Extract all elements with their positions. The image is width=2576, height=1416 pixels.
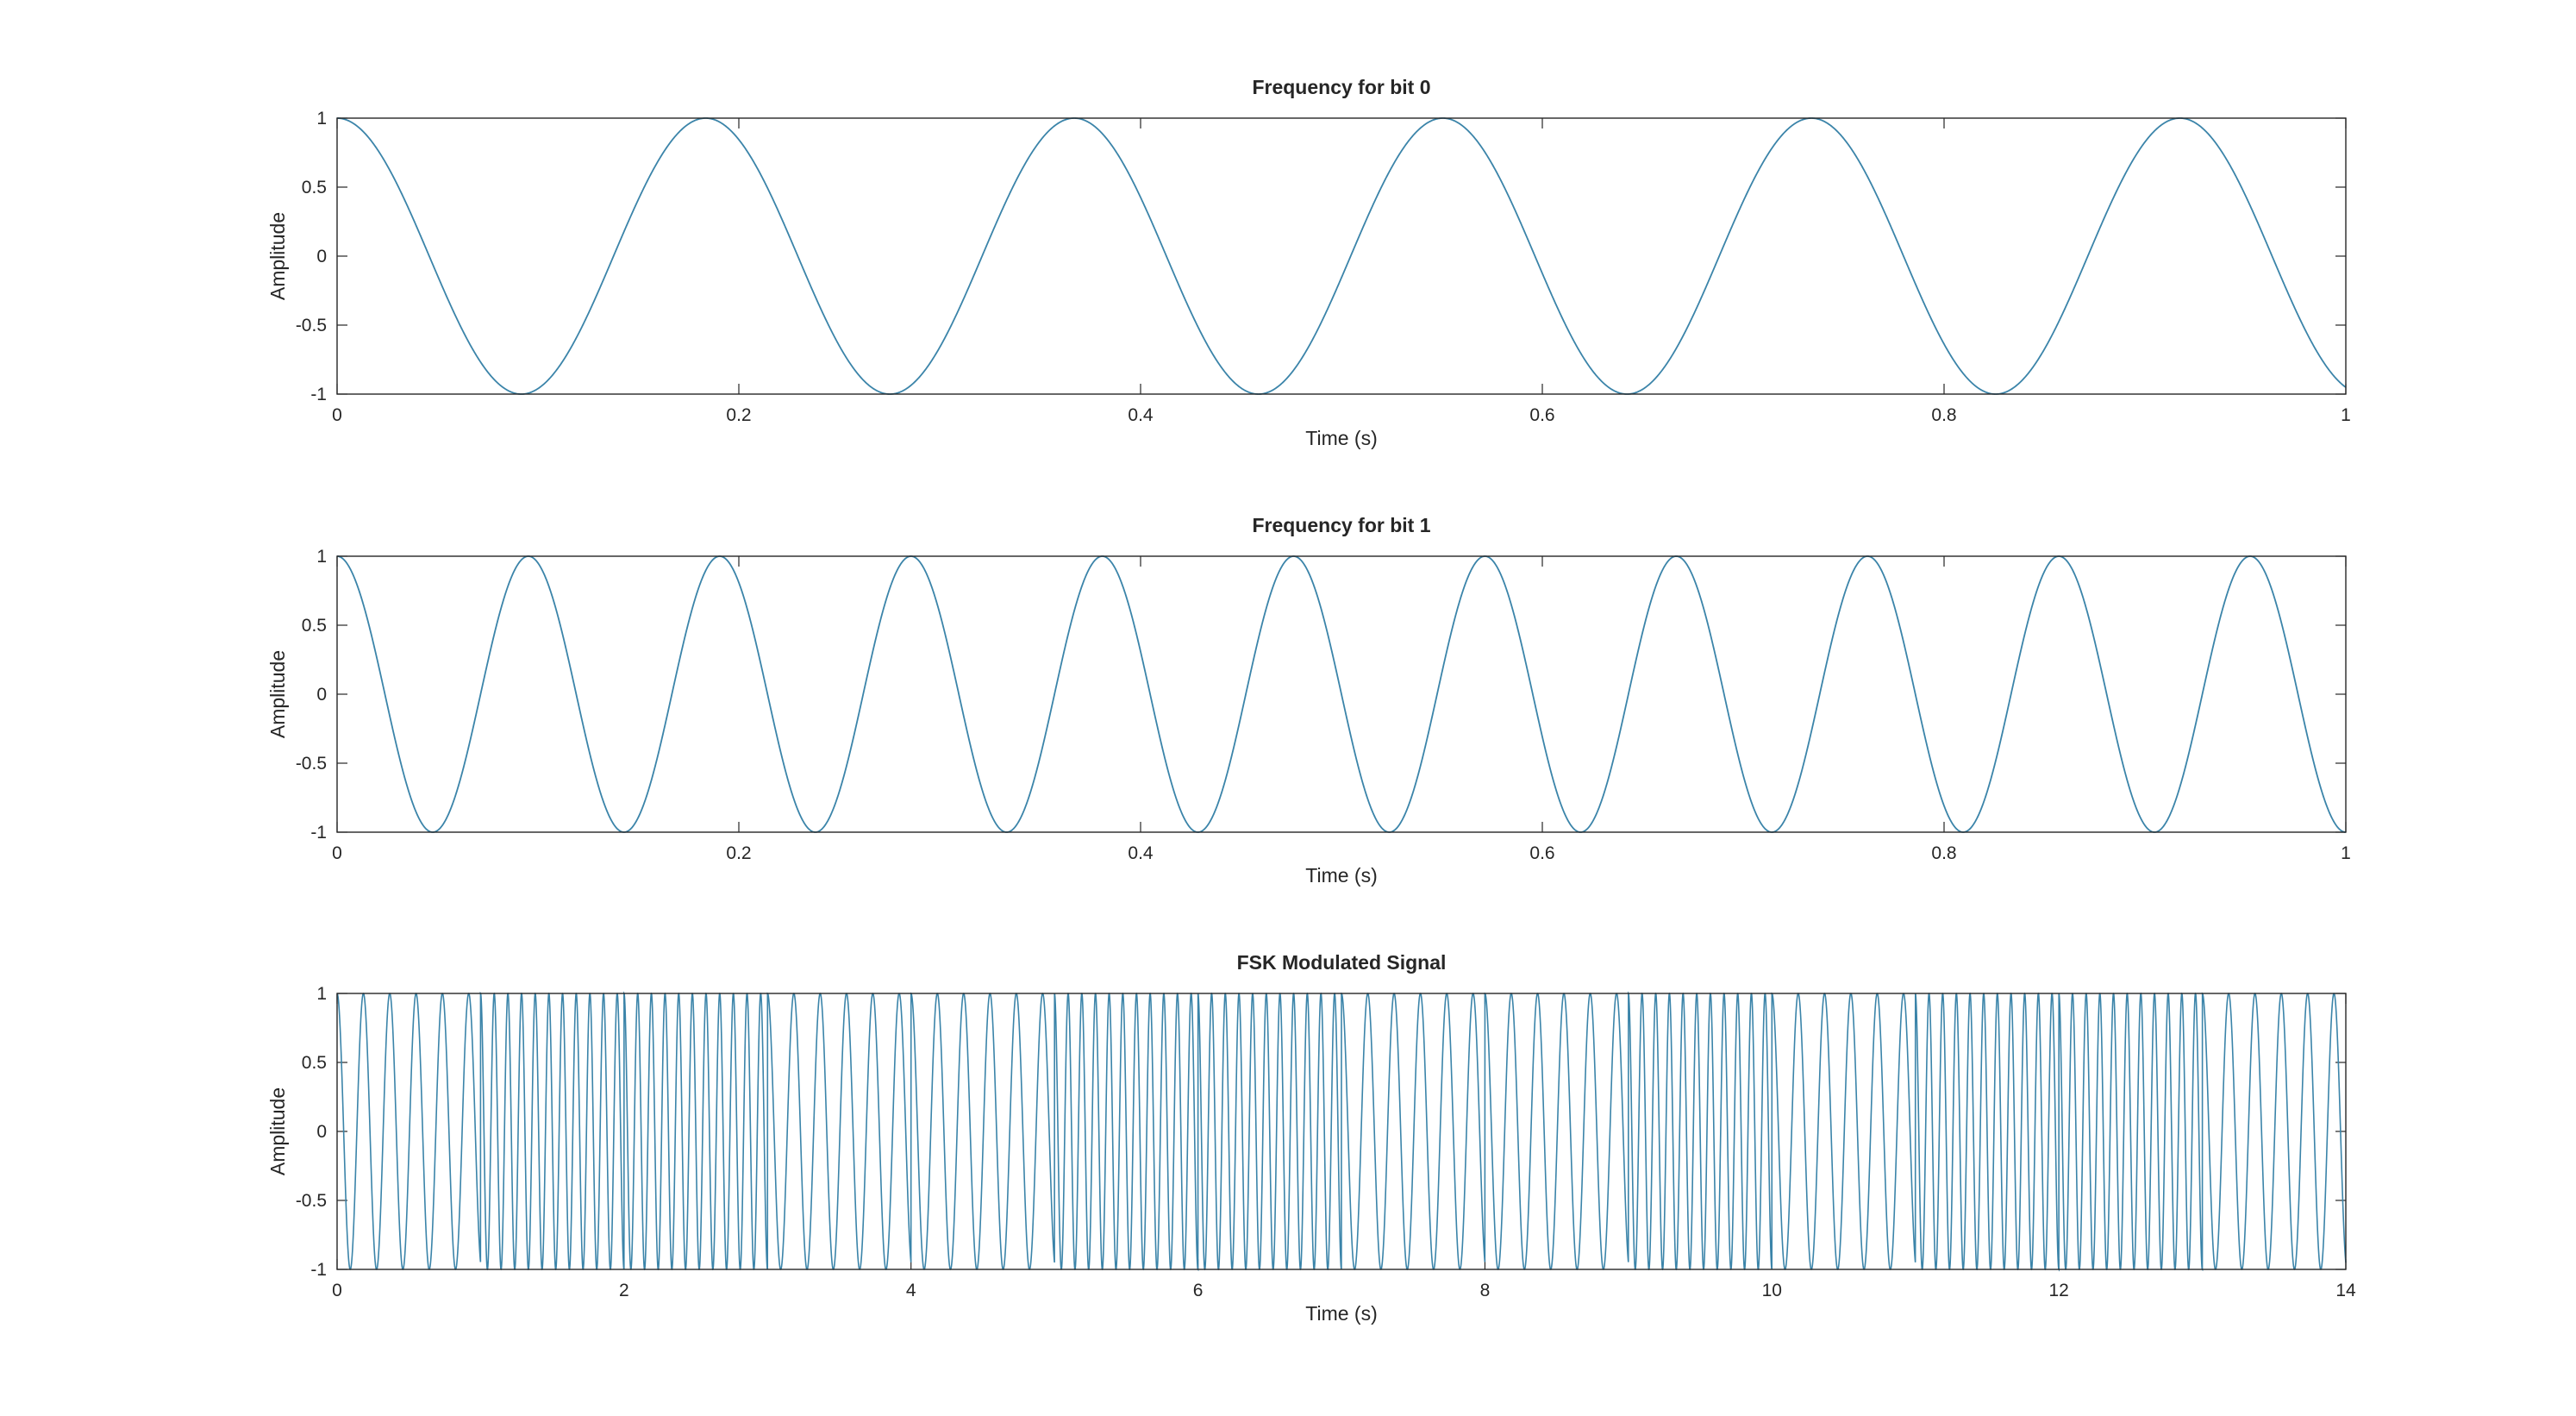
subplot-fsk-xlabel: Time (s) [1305,1302,1377,1325]
subplot-bit1-yticks: -1 -0.5 0 0.5 1 [296,547,2346,843]
subplot-bit0: Frequency for bit 0 Amplitude Time (s) 0… [266,76,2351,449]
subplot-bit0-xtick-label: 0 [332,405,342,425]
subplot-bit1-series-line [336,555,2347,833]
subplot-fsk-xtick-label: 14 [2335,1281,2356,1300]
subplot-fsk-ytick-label: 0 [316,1122,327,1142]
subplot-bit0-xtick-label: 1 [2341,405,2351,425]
subplot-bit0-xticks: 0 0.2 0.4 0.6 0.8 1 [332,118,2351,425]
subplot-bit0-xtick-label: 0.6 [1529,405,1554,425]
subplot-fsk-xtick-label: 10 [1762,1281,1782,1300]
subplot-bit1-ytick-label: -1 [310,823,327,843]
subplot-bit0-xlabel: Time (s) [1305,427,1377,449]
subplot-fsk-xtick-label: 8 [1480,1281,1491,1300]
subplot-bit1-xtick-label: 0.4 [1128,843,1154,863]
subplot-fsk-xtick-label: 0 [332,1281,342,1300]
subplot-bit0-ylabel: Amplitude [266,212,289,300]
subplot-bit1-ytick-label: 1 [316,547,327,567]
subplot-bit0-ytick-label: 0 [316,247,327,266]
subplot-fsk-xtick-label: 6 [1193,1281,1204,1300]
subplot-bit0-xtick-label: 0.4 [1128,405,1154,425]
subplot-bit0-xtick-label: 0.2 [726,405,751,425]
subplot-fsk-title: FSK Modulated Signal [1237,951,1447,974]
subplot-bit0-ytick-label: -0.5 [296,316,327,335]
subplot-bit0-series-line [336,117,2347,395]
subplot-bit1: Frequency for bit 1 Amplitude Time (s) 0… [266,514,2351,887]
subplot-bit0-ytick-label: 0.5 [302,178,327,197]
subplot-bit1-xtick-label: 0.6 [1529,843,1554,863]
subplot-bit0-title: Frequency for bit 0 [1252,76,1430,98]
subplot-bit1-ytick-label: -0.5 [296,754,327,774]
subplot-bit1-title: Frequency for bit 1 [1252,514,1430,536]
subplot-bit1-xtick-label: 0.2 [726,843,751,863]
subplot-fsk-ytick-label: 0.5 [302,1053,327,1073]
subplot-fsk-ytick-label: -1 [310,1260,327,1280]
subplot-fsk-xtick-label: 4 [906,1281,916,1300]
subplot-fsk-axes-box [336,993,2347,1270]
subplot-fsk-yticks: -1 -0.5 0 0.5 1 [296,984,2346,1280]
subplot-fsk: FSK Modulated Signal Amplitude Time (s) … [266,951,2356,1325]
subplot-bit0-ytick-label: 1 [316,109,327,128]
subplot-bit1-xtick-label: 1 [2341,843,2351,863]
subplot-fsk-ytick-label: -0.5 [296,1191,327,1211]
subplot-bit0-axes-box [336,117,2347,395]
subplot-bit0-ytick-label: -1 [310,385,327,404]
subplot-fsk-ylabel: Amplitude [266,1087,289,1175]
subplot-bit1-xlabel: Time (s) [1305,864,1377,887]
subplot-fsk-ytick-label: 1 [316,984,327,1004]
subplot-fsk-series-line [336,991,2347,1272]
subplot-bit1-axes-box [336,555,2347,833]
subplot-bit1-xtick-label: 0.8 [1931,843,1956,863]
subplot-fsk-xtick-label: 2 [619,1281,629,1300]
subplot-bit1-ytick-label: 0.5 [302,616,327,636]
subplot-bit1-xticks: 0 0.2 0.4 0.6 0.8 1 [332,556,2351,863]
subplot-bit1-ytick-label: 0 [316,685,327,705]
subplot-bit1-xtick-label: 0 [332,843,342,863]
subplot-bit1-ylabel: Amplitude [266,650,289,738]
subplot-fsk-xtick-label: 12 [2048,1281,2068,1300]
subplot-bit0-xtick-label: 0.8 [1931,405,1956,425]
